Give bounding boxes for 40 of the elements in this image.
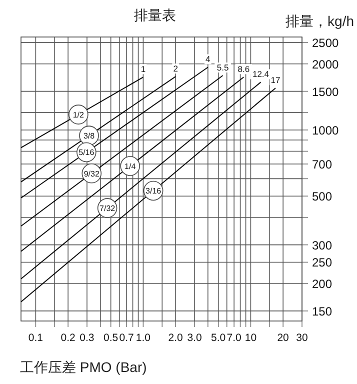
x-axis-title: 工作压差 PMO (Bar)	[20, 359, 147, 375]
y-tick-label: 1500	[312, 84, 340, 99]
annotation: 12.4	[252, 69, 270, 80]
annotation: 17	[270, 75, 280, 86]
y-tick-label: 150	[312, 304, 332, 318]
series-label: 3/16	[146, 186, 162, 196]
series-label: 7/32	[100, 204, 116, 214]
x-tick-label: 0.7	[119, 332, 134, 344]
annotation: 4	[206, 54, 211, 64]
y-tick-label: 250	[312, 256, 332, 270]
series-label: 1/2	[72, 110, 85, 120]
annotation: 8.6	[238, 64, 250, 74]
series-label: 9/32	[84, 169, 100, 178]
x-tick-label: 30	[296, 332, 308, 344]
y-tick-label: 200	[312, 277, 332, 292]
y-tick-label: 300	[312, 238, 332, 252]
x-tick-label: 20	[277, 332, 290, 344]
x-tick-label: 10	[244, 332, 257, 344]
annotation: 5.5	[216, 62, 229, 72]
annotation: 2	[173, 64, 178, 74]
y-tick-label: 500	[312, 190, 332, 204]
x-tick-label: 1.0	[136, 332, 151, 344]
x-tick-label: 0.5	[104, 332, 118, 344]
annotation: 1	[140, 64, 146, 74]
y-tick-label: 2000	[312, 57, 340, 72]
y-tick-label: 2500	[312, 36, 340, 50]
series-label: 1/4	[124, 162, 136, 172]
x-tick-label: 3.0	[187, 332, 202, 344]
y-axis-title: 排量，kg/h	[286, 13, 354, 29]
y-tick-label: 1000	[312, 123, 340, 138]
x-tick-label: 5.0	[211, 332, 226, 344]
series-label: 5/16	[78, 148, 95, 158]
chart-title: 排量表	[134, 7, 176, 23]
x-tick-label: 0.3	[80, 332, 94, 344]
x-tick-label: 2.0	[168, 332, 184, 344]
y-tick-label: 700	[312, 157, 332, 172]
series-label: 3/8	[83, 132, 96, 141]
x-tick-label: 0.1	[28, 332, 44, 344]
x-tick-label: 7.0	[226, 332, 242, 344]
x-tick-label: 0.2	[60, 332, 76, 344]
